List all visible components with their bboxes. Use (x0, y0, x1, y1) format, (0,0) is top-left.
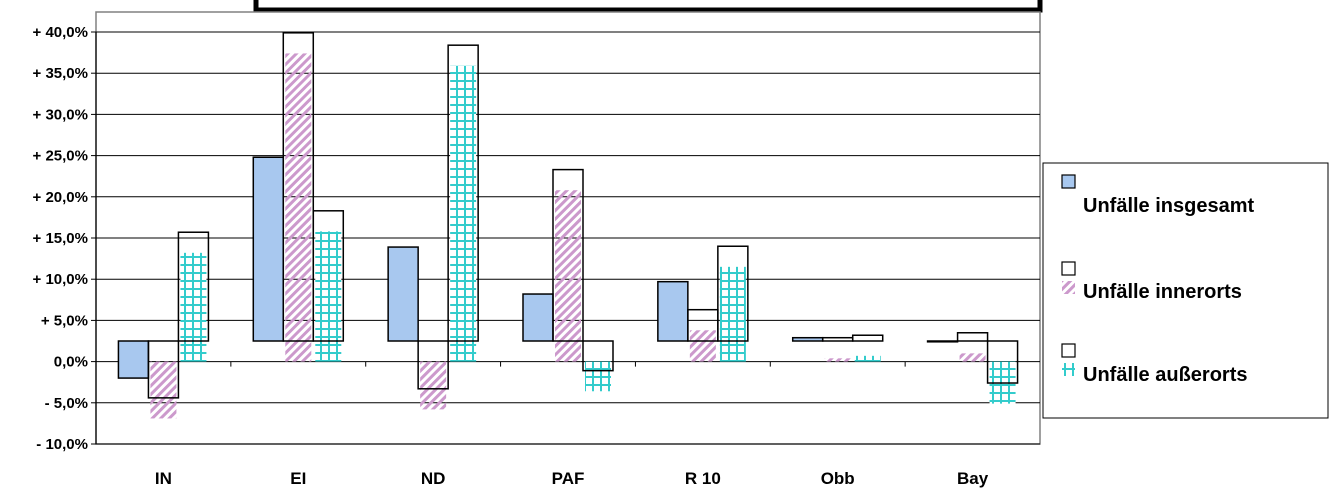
x-category-label: ND (421, 469, 446, 488)
bar-ausserorts-shadow (719, 266, 746, 362)
y-tick-label: + 20,0% (33, 189, 88, 206)
legend-swatch-insgesamt (1061, 174, 1076, 189)
y-tick-label: - 10,0% (36, 436, 88, 453)
legend-swatch-ausserorts-top (1061, 343, 1076, 358)
bar-innerorts (147, 340, 180, 399)
legend: Unfälle insgesamt Unfälle innerorts Unfä… (1042, 162, 1329, 419)
bar-innerorts-shadow (689, 330, 716, 362)
bar-ausserorts (312, 210, 345, 342)
legend-swatch-innerorts (1062, 281, 1075, 294)
bar-innerorts-shadow (555, 190, 581, 362)
bar-innerorts-shadow (150, 361, 177, 419)
x-category-label: PAF (552, 469, 585, 488)
y-tick-label: + 40,0% (33, 24, 88, 41)
bar-innerorts (282, 32, 315, 342)
title-box (253, 0, 1043, 13)
y-tick-label: - 5,0% (45, 395, 88, 412)
bar-ausserorts (986, 340, 1019, 384)
x-category-label: R 10 (685, 469, 721, 488)
y-tick-label: + 15,0% (33, 230, 88, 247)
bar-ausserorts (447, 44, 479, 342)
bar-ausserorts-shadow (180, 252, 207, 362)
y-tick-label: + 10,0% (33, 271, 88, 288)
bar-ausserorts (582, 340, 614, 372)
bar-innerorts-shadow (420, 361, 447, 410)
bar-ausserorts-shadow (450, 65, 477, 362)
bar-insgesamt (252, 156, 285, 342)
y-tick-label: 0,0% (54, 354, 88, 371)
bar-ausserorts-shadow (854, 355, 881, 362)
legend-swatch-ausserorts (1062, 363, 1075, 376)
y-tick-label: + 25,0% (33, 148, 88, 165)
bar-innerorts-shadow (824, 358, 851, 362)
bar-innerorts-shadow (285, 53, 312, 362)
x-category-label: Obb (821, 469, 855, 488)
bar-innerorts (956, 332, 989, 342)
y-tick-label: + 5,0% (41, 312, 88, 329)
bar-insgesamt (791, 336, 824, 342)
bar-ausserorts (851, 334, 884, 342)
x-axis: IN EI ND PAF R 10 Obb Bay (155, 361, 989, 488)
bar-insgesamt (387, 246, 419, 342)
bar-innerorts (417, 340, 449, 390)
y-tick-label: + 35,0% (33, 65, 88, 82)
bar-ausserorts-shadow (585, 361, 611, 392)
legend-label-insgesamt: Unfälle insgesamt (1083, 195, 1255, 217)
bar-insgesamt (522, 293, 554, 342)
bar-insgesamt (657, 280, 689, 342)
legend-label-innerorts: Unfälle innerorts (1083, 281, 1242, 303)
x-category-label: EI (290, 469, 306, 488)
bar-innerorts-shadow (959, 353, 986, 362)
bar-insgesamt (117, 340, 150, 379)
x-category-label: Bay (957, 469, 989, 488)
bar-ausserorts (177, 231, 210, 342)
bars (117, 32, 1019, 419)
bar-ausserorts-shadow (315, 231, 342, 362)
gridlines (96, 31, 1040, 445)
bar-innerorts (552, 168, 584, 342)
legend-swatch-innerorts-top (1061, 261, 1076, 276)
y-tick-label: + 30,0% (33, 106, 88, 123)
bar-insgesamt (926, 340, 959, 343)
bar-ausserorts (717, 245, 749, 342)
x-category-label: IN (155, 469, 172, 488)
legend-label-ausserorts: Unfälle außerorts (1083, 364, 1247, 386)
y-axis: + 40,0% + 35,0% + 30,0% + 25,0% + 20,0% + 15,… (33, 24, 97, 453)
legend-box (1042, 162, 1329, 419)
